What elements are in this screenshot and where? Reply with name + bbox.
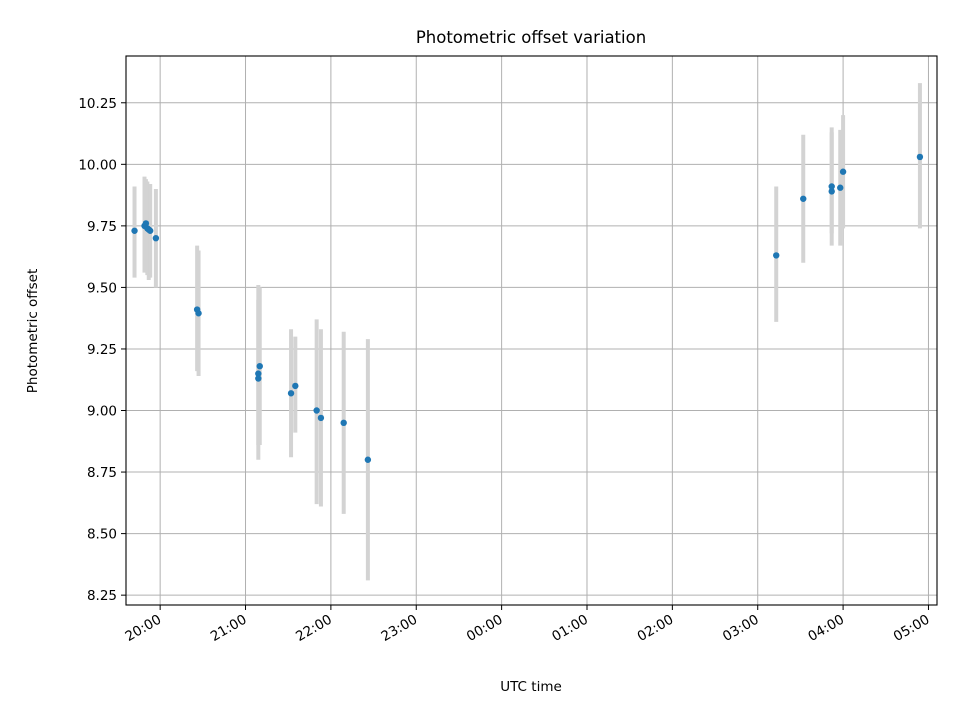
data-point	[773, 252, 780, 259]
y-tick-label: 8.50	[87, 527, 117, 543]
y-axis: 8.25 8.50 8.75 9.00 9.25 9.50 9.75 10.00 10.25	[78, 96, 126, 604]
data-point	[146, 227, 154, 234]
y-tick-label: 8.25	[87, 588, 117, 604]
y-tick-label: 9.50	[87, 280, 117, 296]
y-tick-label: 9.75	[87, 219, 117, 235]
grid	[126, 56, 937, 605]
data-point	[152, 234, 160, 242]
y-tick-label: 10.00	[78, 157, 117, 173]
data-point	[292, 382, 299, 390]
data-point	[256, 362, 263, 370]
data-point	[916, 153, 924, 161]
y-tick-label: 10.25	[78, 96, 117, 112]
data-point	[364, 456, 372, 463]
data-point	[828, 183, 835, 190]
data-point	[255, 370, 262, 377]
x-axis-label: UTC time	[500, 679, 562, 695]
data-point	[839, 168, 847, 175]
data-point	[313, 407, 320, 414]
y-tick-label: 9.00	[87, 404, 117, 420]
data-point	[828, 188, 835, 195]
data-point	[255, 375, 262, 382]
data-point	[287, 390, 295, 397]
data-point	[340, 419, 347, 427]
data-point	[317, 414, 325, 422]
plot-frame	[125, 55, 938, 606]
chart-title: Photometric offset variation	[416, 28, 646, 47]
data-point	[800, 195, 807, 202]
y-axis-label: Photometric offset	[25, 269, 41, 393]
y-tick-label: 9.25	[87, 342, 117, 358]
data-points	[131, 153, 924, 463]
data-point	[131, 227, 138, 234]
data-point	[837, 184, 844, 191]
data-point	[195, 310, 202, 317]
data-point	[142, 220, 150, 227]
y-tick-label: 8.75	[87, 465, 117, 481]
